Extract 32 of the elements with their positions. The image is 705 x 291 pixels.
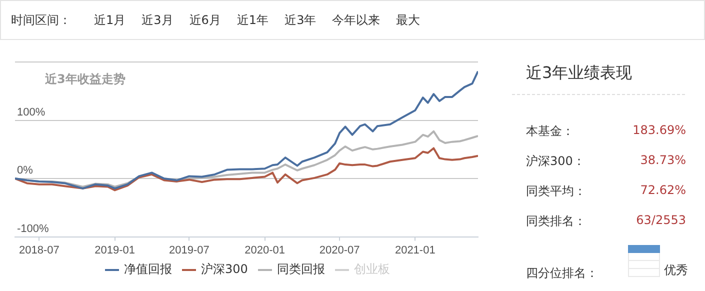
text: 近1年 xyxy=(236,12,270,28)
text: 四分位排名： xyxy=(526,266,598,280)
text: 同类平均： xyxy=(526,184,586,198)
text: 近1月 xyxy=(93,12,127,28)
text: 沪深300： xyxy=(526,154,585,168)
legend-label: 净值回报 xyxy=(124,261,172,278)
text: 近3月 xyxy=(140,12,174,28)
x-tick-label: 2018-07 xyxy=(19,244,60,256)
text: 近3年收益走势 xyxy=(44,72,126,86)
text: 近3年 xyxy=(284,12,318,28)
text: 63/2553 xyxy=(636,213,686,227)
text: 38.73% xyxy=(640,153,686,167)
x-tick-label: 2020-07 xyxy=(319,244,360,256)
x-tick-label: 2019-01 xyxy=(94,244,136,256)
text: 72.62% xyxy=(640,183,686,197)
text: 今年以来 xyxy=(331,12,382,28)
text: 近6月 xyxy=(188,12,222,28)
x-tick-label: 2020-01 xyxy=(244,244,285,256)
y-tick-label: 100% xyxy=(17,106,46,118)
x-tick-label: 2019-07 xyxy=(169,244,210,256)
text: 同类排名： xyxy=(526,214,586,228)
text: 近3年业绩表现 xyxy=(512,45,685,95)
text: 最大 xyxy=(395,12,422,28)
text: 本基金： xyxy=(526,124,574,138)
text: 时间区间： xyxy=(11,12,71,28)
y-tick-label: -100% xyxy=(17,222,50,235)
legend-label: 同类回报 xyxy=(276,261,325,278)
y-tick-label: 0% xyxy=(17,164,34,177)
x-tick-label: 2021-01 xyxy=(394,244,436,256)
legend-label: 沪深300 xyxy=(201,261,248,278)
text: 优秀 xyxy=(664,262,688,279)
text: 183.69% xyxy=(632,123,686,137)
